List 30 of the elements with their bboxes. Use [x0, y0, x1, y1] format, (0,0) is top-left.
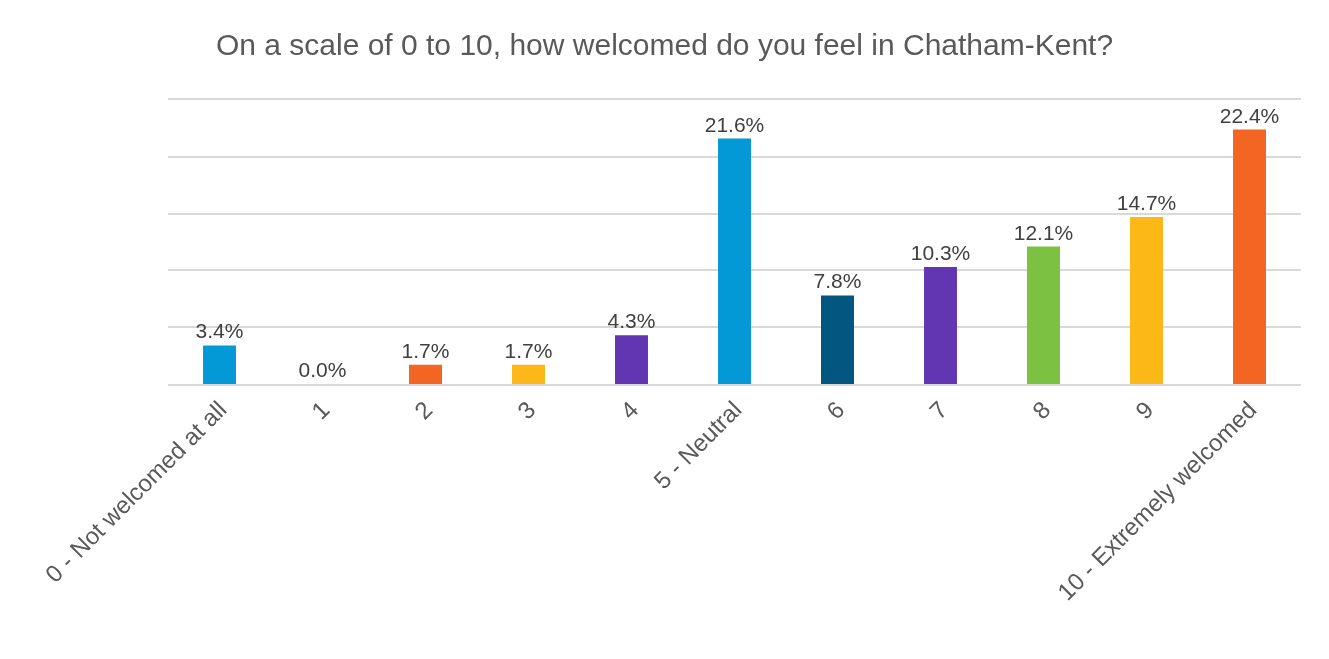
bar — [924, 266, 957, 384]
bar — [615, 335, 648, 384]
bar — [718, 138, 751, 384]
x-tick-label: 1 — [305, 395, 335, 425]
x-tick-label: 6 — [820, 395, 850, 425]
data-label: 10.3% — [910, 240, 971, 264]
data-label: 7.8% — [813, 269, 862, 293]
data-label: 4.3% — [607, 309, 656, 333]
bar — [821, 295, 854, 384]
data-label: 14.7% — [1116, 191, 1177, 215]
bar — [512, 364, 545, 384]
x-tick-label: 9 — [1129, 395, 1159, 425]
x-tick-label: 2 — [408, 395, 438, 425]
bar — [1130, 217, 1163, 384]
bar — [203, 345, 236, 384]
data-label: 3.4% — [195, 319, 244, 343]
x-tick-label: 7 — [923, 395, 953, 425]
data-label: 1.7% — [504, 338, 553, 362]
x-tick-label: 4 — [614, 395, 644, 425]
data-label: 12.1% — [1013, 220, 1074, 244]
data-label: 21.6% — [704, 112, 765, 136]
bar — [409, 364, 442, 384]
data-label: 0.0% — [298, 358, 347, 381]
chart-title: On a scale of 0 to 10, how welcomed do you feel in Chatham-Kent? — [215, 27, 1114, 61]
bar — [1027, 246, 1060, 384]
bar — [1233, 129, 1266, 384]
data-label: 22.4% — [1219, 103, 1280, 127]
x-tick-label: 8 — [1026, 395, 1056, 425]
x-tick-label: 3 — [511, 395, 541, 425]
data-label: 1.7% — [401, 338, 450, 362]
